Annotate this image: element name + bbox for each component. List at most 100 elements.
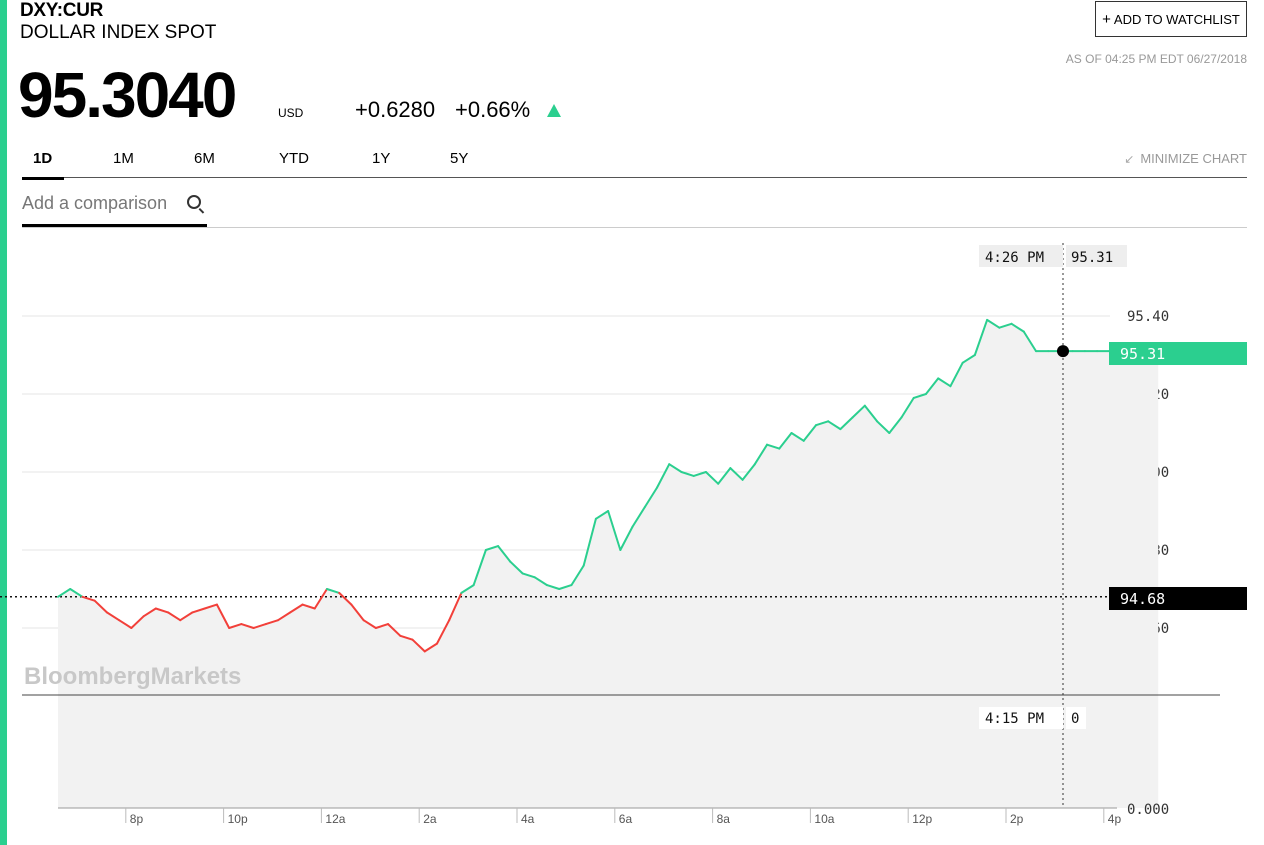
price-line-segment	[350, 603, 365, 622]
price-line-segment	[338, 591, 353, 606]
volume-axis-label: 0.000	[1127, 802, 1169, 818]
price-line-segment	[448, 591, 463, 622]
price-line-segment	[154, 607, 170, 614]
x-tick-label: 10a	[814, 812, 834, 826]
last-value-badge	[1109, 342, 1247, 365]
price-line-segment	[509, 560, 524, 575]
hover-value-label: 95.31	[1071, 250, 1113, 266]
price-line-segment	[863, 404, 879, 423]
tab-1y[interactable]: 1Y	[372, 150, 391, 167]
price-line-segment	[643, 486, 659, 509]
price-line-segment	[362, 619, 377, 629]
price-line-segment	[142, 607, 157, 618]
price-line-segment	[81, 595, 96, 602]
price-line-segment	[570, 564, 585, 587]
price-line-segment	[460, 584, 475, 594]
tab-1d[interactable]: 1D	[22, 150, 64, 180]
x-tick-label: 10p	[228, 812, 248, 826]
x-tick-label: 12a	[325, 812, 345, 826]
price-line-segment	[1010, 322, 1025, 333]
tab-5y[interactable]: 5Y	[450, 150, 469, 167]
hover-value-box	[1066, 245, 1127, 267]
accent-bar	[0, 0, 7, 845]
price-line-segment	[301, 603, 316, 610]
tab-6m[interactable]: 6M	[194, 150, 215, 167]
y-tick-label: 95.40	[1127, 309, 1169, 325]
currency-label: USD	[278, 106, 304, 120]
price-line-segment	[558, 584, 573, 590]
price-line-segment	[790, 432, 805, 442]
price-change-percent: +0.66%	[455, 97, 531, 122]
comparison-search[interactable]: Add a comparison	[22, 186, 207, 227]
x-tick-label: 6a	[619, 812, 633, 826]
plus-icon: +	[1102, 10, 1111, 28]
minimize-chart-button[interactable]: ↙ MINIMIZE CHART	[1124, 151, 1247, 166]
price-line-segment	[191, 607, 206, 614]
watermark-logo: BloombergMarkets	[24, 663, 241, 690]
x-tick-label: 4a	[521, 812, 535, 826]
price-line-segment	[949, 361, 964, 388]
search-icon	[187, 195, 201, 209]
x-tick-label: 2p	[1010, 812, 1024, 826]
previous-close-label: 94.68	[1120, 590, 1165, 608]
x-tick-label: 12p	[912, 812, 932, 826]
price-line-segment	[814, 420, 830, 427]
price-line-segment	[704, 471, 720, 485]
price-line-segment	[313, 588, 328, 610]
price-line-segment	[484, 545, 500, 551]
ticker-symbol: DXY:CUR	[20, 0, 104, 21]
price-line-segment	[435, 619, 451, 645]
x-tick-label: 8a	[717, 812, 731, 826]
price-line-segment	[423, 642, 438, 653]
price-line-segment	[472, 549, 487, 587]
price-line-segment	[631, 506, 646, 528]
price-line-segment	[179, 611, 194, 622]
price-line-segment	[93, 599, 108, 614]
price-line-segment	[937, 377, 952, 388]
price-line-segment	[167, 611, 182, 622]
price-line-segment	[680, 471, 695, 477]
price-line-segment	[717, 467, 732, 485]
x-tick-label: 2a	[423, 812, 437, 826]
price-line-segment	[656, 463, 671, 489]
price-line-segment	[228, 623, 243, 629]
watchlist-label: ADD TO WATCHLIST	[1113, 11, 1240, 27]
price-line-segment	[582, 517, 597, 567]
price-line-segment	[778, 432, 793, 450]
volume-time-label: 4:15 PM	[985, 711, 1044, 727]
security-name: DOLLAR INDEX SPOT	[20, 22, 217, 43]
price-line-segment	[57, 588, 72, 598]
price-line-segment	[277, 611, 292, 622]
timeframe-tabs: 1D 1M 6M YTD 1Y 5Y ↙ MINIMIZE CHART	[22, 145, 1247, 180]
add-to-watchlist-button[interactable]: + ADD TO WATCHLIST	[1095, 1, 1247, 37]
price-line-segment	[118, 619, 133, 629]
price-line-segment	[411, 638, 426, 653]
price-change: +0.6280	[355, 97, 436, 122]
price-line-segment	[325, 588, 341, 594]
volume-value-box	[1066, 707, 1086, 729]
price-line-segment	[497, 545, 512, 563]
price-line-segment	[546, 584, 561, 590]
price-line-segment	[802, 424, 817, 442]
price-line-segment	[888, 416, 903, 434]
x-tick-label: 8p	[130, 812, 144, 826]
price-line-segment	[900, 396, 915, 419]
price-line-segment	[105, 611, 121, 622]
price-line-segment	[607, 510, 622, 551]
price-line-segment	[130, 615, 145, 629]
price-line-segment	[533, 576, 548, 587]
volume-value-label: 0	[1071, 711, 1079, 727]
tab-1m[interactable]: 1M	[113, 150, 134, 167]
last-point-marker	[1057, 345, 1069, 358]
tab-ytd[interactable]: YTD	[279, 150, 309, 167]
x-tick-label: 4p	[1108, 812, 1122, 826]
minimize-label: MINIMIZE CHART	[1140, 151, 1247, 166]
price-line-segment	[692, 471, 707, 477]
price-line-segment	[264, 619, 280, 626]
price-line-segment	[973, 318, 989, 356]
price-line-segment	[753, 443, 769, 466]
as-of-timestamp: AS OF 04:25 PM EDT 06/27/2018	[1065, 52, 1247, 66]
price-line-segment	[203, 603, 218, 610]
price-line-segment	[827, 420, 842, 431]
